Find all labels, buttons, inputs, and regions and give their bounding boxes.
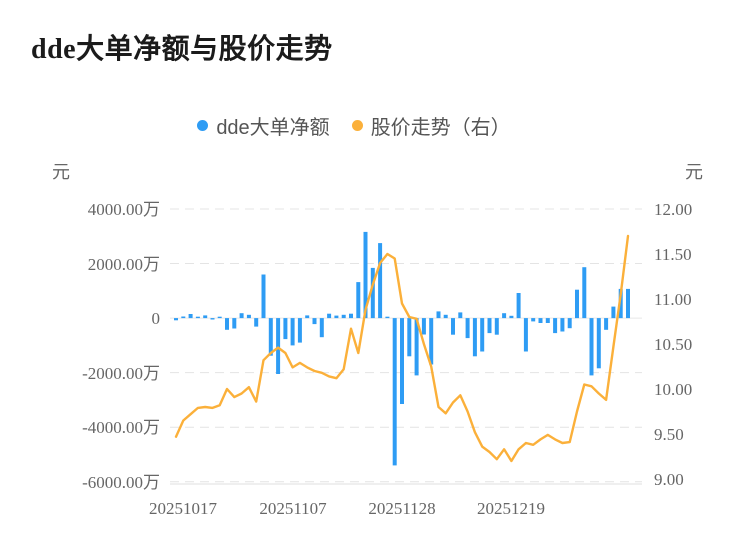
left-tick-2000: 2000.00万 xyxy=(88,255,160,274)
legend-item-dde[interactable]: dde大单净额 xyxy=(197,111,330,140)
bar xyxy=(567,318,572,329)
x-tick-20251219: 20251219 xyxy=(477,499,545,518)
bar xyxy=(596,318,601,369)
bar xyxy=(239,313,244,319)
bar xyxy=(414,318,419,376)
bar xyxy=(261,274,266,319)
bar xyxy=(553,318,558,334)
bar xyxy=(370,267,375,319)
bar xyxy=(378,243,383,319)
bar xyxy=(174,318,178,321)
right-tick-1150: 11.50 xyxy=(654,245,692,264)
left-tick-0: 0 xyxy=(152,309,161,328)
bar xyxy=(436,311,441,319)
bar xyxy=(232,318,237,329)
legend-dot-bar-series xyxy=(197,120,209,131)
bar xyxy=(626,288,630,319)
bar xyxy=(582,267,587,319)
bar xyxy=(407,318,412,357)
bar xyxy=(283,318,288,340)
bar xyxy=(575,289,579,319)
bar xyxy=(502,313,507,319)
bar xyxy=(392,318,397,466)
bar xyxy=(487,318,492,334)
price-polyline xyxy=(174,234,630,463)
bar xyxy=(458,312,463,319)
bar xyxy=(349,313,353,319)
left-tick-4000: 4000.00万 xyxy=(88,200,160,219)
right-axis-unit: 元 xyxy=(685,162,703,182)
bar xyxy=(560,318,565,332)
left-axis-unit: 元 xyxy=(52,162,70,182)
bar xyxy=(545,318,550,323)
bar xyxy=(319,318,324,338)
right-tick-1050: 10.50 xyxy=(654,335,692,354)
bar-series xyxy=(174,231,630,466)
bar xyxy=(589,318,594,376)
legend-label-price: 股价走势（右） xyxy=(370,117,511,139)
bar xyxy=(246,314,251,319)
bar xyxy=(604,318,609,330)
bar xyxy=(254,318,259,327)
bar xyxy=(217,316,222,319)
bar xyxy=(480,318,485,352)
bar xyxy=(327,313,332,319)
left-tick-neg2000: -2000.00万 xyxy=(82,364,160,383)
bar xyxy=(363,231,368,319)
right-tick-12: 12.00 xyxy=(654,200,692,219)
right-tick-10: 10.00 xyxy=(654,380,692,399)
bar xyxy=(305,315,310,319)
bar xyxy=(210,318,215,320)
bar xyxy=(268,318,273,356)
bar xyxy=(421,318,426,335)
bar xyxy=(538,318,543,323)
bar xyxy=(472,318,477,357)
legend-dot-line-series xyxy=(351,120,363,131)
chart-title: dde大单净额与股价走势 xyxy=(31,34,333,65)
bar xyxy=(276,318,281,374)
right-tick-950: 9.50 xyxy=(654,425,684,444)
legend: dde大单净额 股价走势（右） xyxy=(0,111,750,140)
bar xyxy=(443,314,448,319)
bar xyxy=(385,316,390,319)
bar xyxy=(516,293,521,319)
bar xyxy=(225,318,229,330)
x-tick-20251107: 20251107 xyxy=(259,499,327,518)
price-line xyxy=(174,234,630,463)
left-tick-neg4000: -4000.00万 xyxy=(82,418,160,437)
bar xyxy=(203,315,208,319)
left-tick-neg6000: -6000.00万 xyxy=(82,473,160,492)
bar xyxy=(611,306,616,319)
bar xyxy=(400,318,404,404)
bar xyxy=(290,318,295,346)
bar xyxy=(356,282,361,319)
bar xyxy=(465,318,470,339)
bar xyxy=(451,318,455,335)
legend-label-dde: dde大单净额 xyxy=(216,117,330,139)
right-tick-9: 9.00 xyxy=(654,470,684,489)
bar xyxy=(297,318,302,343)
gridlines xyxy=(170,208,642,485)
bar xyxy=(494,318,499,335)
bar xyxy=(618,288,623,319)
bar xyxy=(341,314,346,319)
bar xyxy=(334,315,339,319)
bar xyxy=(509,315,514,319)
right-tick-11: 11.00 xyxy=(654,290,692,309)
legend-item-price[interactable]: 股价走势（右） xyxy=(351,111,511,140)
bar xyxy=(523,318,528,352)
bar xyxy=(429,318,434,365)
bar xyxy=(312,318,317,325)
bar xyxy=(181,316,186,319)
x-tick-20251128: 20251128 xyxy=(368,499,435,518)
x-tick-20251017: 20251017 xyxy=(149,499,218,518)
bar xyxy=(195,316,200,319)
bar xyxy=(188,314,193,319)
bar xyxy=(531,318,536,322)
